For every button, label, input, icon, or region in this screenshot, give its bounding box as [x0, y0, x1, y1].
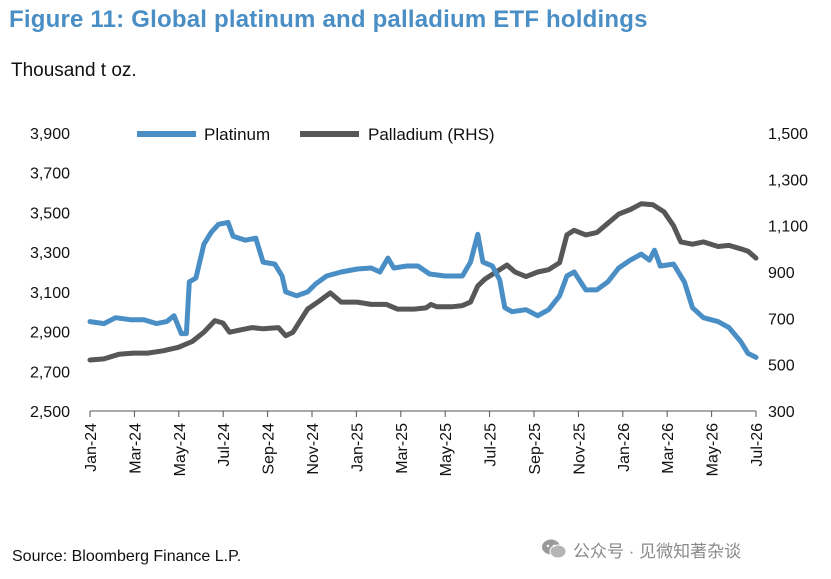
x-tick-label: Sep-25: [527, 423, 544, 475]
palladium-line: [87, 201, 759, 363]
y-right-tick-label: 1,500: [768, 126, 808, 143]
source-note: Source: Bloomberg Finance L.P.: [12, 548, 242, 565]
y-left-tick-label: 3,300: [30, 245, 70, 262]
x-tick-label: Jul-26: [749, 423, 766, 467]
y-left-tick-label: 3,500: [30, 205, 70, 222]
wechat-icon: [542, 539, 567, 559]
y-right-tick-label: 700: [768, 311, 795, 328]
y-left-tick-label: 2,500: [30, 404, 70, 421]
x-tick-label: Jul-24: [216, 423, 233, 467]
watermark-text: 公众号 · 见微知著杂谈: [573, 541, 742, 561]
y-right-tick-label: 900: [768, 265, 795, 282]
y-right-tick-label: 500: [768, 358, 795, 375]
y-right-tick-label: 1,100: [768, 219, 808, 236]
y-left-tick-label: 3,900: [30, 126, 70, 143]
chart-legend: Platinum Palladium (RHS): [137, 125, 495, 144]
y-right-tick-label: 1,300: [768, 172, 808, 189]
series-layer: [87, 201, 759, 363]
y-left-tick-label: 2,700: [30, 364, 70, 381]
x-tick-label: Nov-25: [571, 423, 588, 475]
x-tick-label: Mar-26: [660, 423, 677, 474]
x-tick-label: May-26: [705, 423, 722, 476]
x-tick-label: Jul-25: [483, 423, 500, 467]
y-left-tick-label: 2,900: [30, 325, 70, 342]
y-right-tick-label: 300: [768, 404, 795, 421]
legend-label-platinum: Platinum: [204, 125, 270, 144]
x-tick-label: May-25: [438, 423, 455, 476]
watermark: 公众号 · 见微知著杂谈: [541, 536, 741, 562]
x-tick-label: Mar-24: [127, 423, 144, 474]
chart-axes: 2,500 2,700 2,900 3,100 3,300 3,500 3,700 3,900…: [30, 126, 808, 476]
y-left-tick-label: 3,100: [30, 285, 70, 302]
platinum-line: [87, 219, 759, 360]
x-tick-label: May-24: [172, 423, 189, 476]
x-tick-label: Jan-25: [349, 423, 366, 472]
chart-title: Figure 11: Global platinum and palladium…: [9, 6, 648, 33]
x-tick-label: Jan-26: [616, 423, 633, 472]
legend-label-palladium: Palladium (RHS): [368, 125, 495, 144]
x-tick-label: Jan-24: [83, 423, 100, 472]
x-tick-label: Sep-24: [261, 423, 278, 475]
x-tick-label: Nov-24: [305, 423, 322, 475]
unit-label: Thousand t oz.: [11, 60, 137, 81]
y-left-tick-label: 3,700: [30, 166, 70, 183]
x-tick-label: Mar-25: [394, 423, 411, 474]
